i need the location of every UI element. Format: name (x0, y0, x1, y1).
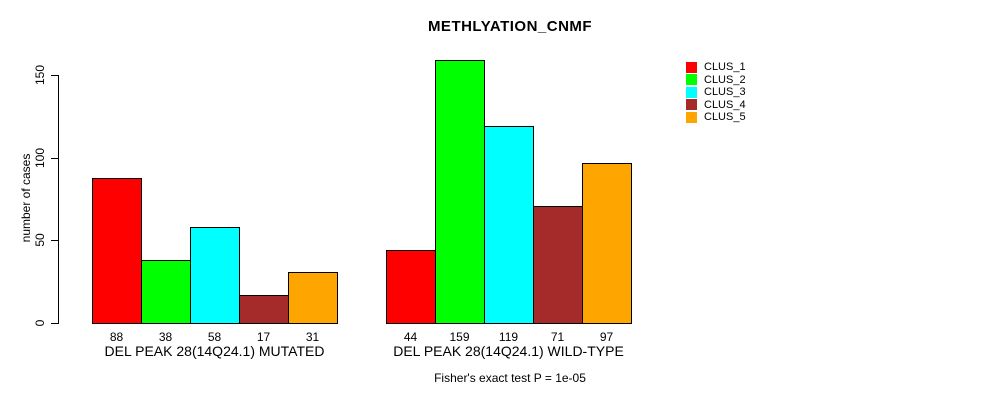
legend-item: CLUS_5 (686, 111, 746, 124)
bar-clus_1-group1 (92, 178, 142, 324)
legend-item: CLUS_3 (686, 86, 746, 99)
bar-clus_2-group1 (141, 260, 191, 324)
bar-clus_3-group1 (190, 227, 240, 324)
bar-value-label: 88 (109, 330, 124, 344)
y-tick-label: 0 (33, 319, 47, 327)
legend-label: CLUS_3 (704, 86, 746, 99)
bar-clus_3-group2 (484, 126, 534, 324)
y-tick (51, 240, 58, 242)
bar-value-label: 159 (449, 330, 470, 344)
legend-swatch (686, 86, 697, 98)
bar-value-label: 97 (599, 330, 614, 344)
bar-clus_5-group2 (582, 163, 632, 324)
bar-clus_4-group2 (533, 206, 583, 324)
bar-value-label: 31 (305, 330, 320, 344)
y-tick-label: 100 (33, 147, 47, 168)
legend-swatch (686, 61, 697, 73)
bar-clus_4-group1 (239, 295, 289, 324)
legend-swatch (686, 111, 697, 123)
bar-value-label: 71 (550, 330, 565, 344)
chart-title: METHLYATION_CNMF (427, 18, 593, 35)
bar-value-label: 38 (158, 330, 173, 344)
group-label: DEL PEAK 28(14Q24.1) WILD-TYPE (393, 343, 624, 359)
group-label: DEL PEAK 28(14Q24.1) MUTATED (104, 343, 325, 359)
bar-value-label: 58 (207, 330, 222, 344)
y-tick (51, 157, 58, 159)
legend-swatch (686, 74, 697, 86)
legend-item: CLUS_4 (686, 99, 746, 112)
y-tick-label: 150 (33, 64, 47, 86)
legend: CLUS_1 CLUS_2 CLUS_3 CLUS_4 CLUS_5 (686, 61, 746, 124)
y-tick (51, 323, 58, 324)
legend-label: CLUS_2 (704, 73, 746, 86)
bar-value-label: 44 (403, 330, 418, 344)
legend-label: CLUS_4 (704, 98, 746, 111)
legend-item: CLUS_1 (686, 61, 746, 74)
bar-clus_2-group2 (435, 60, 485, 324)
bar-value-label: 17 (256, 330, 271, 344)
y-axis-label: number of cases (19, 153, 33, 243)
bar-clus_5-group1 (288, 272, 338, 324)
fisher-test-annotation: Fisher's exact test P = 1e-05 (434, 371, 586, 385)
y-axis-line (58, 75, 59, 324)
y-tick (51, 75, 58, 76)
legend-label: CLUS_5 (704, 111, 746, 124)
legend-item: CLUS_2 (686, 74, 746, 87)
bar-clus_1-group2 (386, 250, 436, 324)
legend-swatch (686, 99, 697, 111)
legend-label: CLUS_1 (704, 61, 746, 74)
y-tick-label: 50 (33, 233, 47, 248)
bar-value-label: 119 (498, 330, 519, 344)
